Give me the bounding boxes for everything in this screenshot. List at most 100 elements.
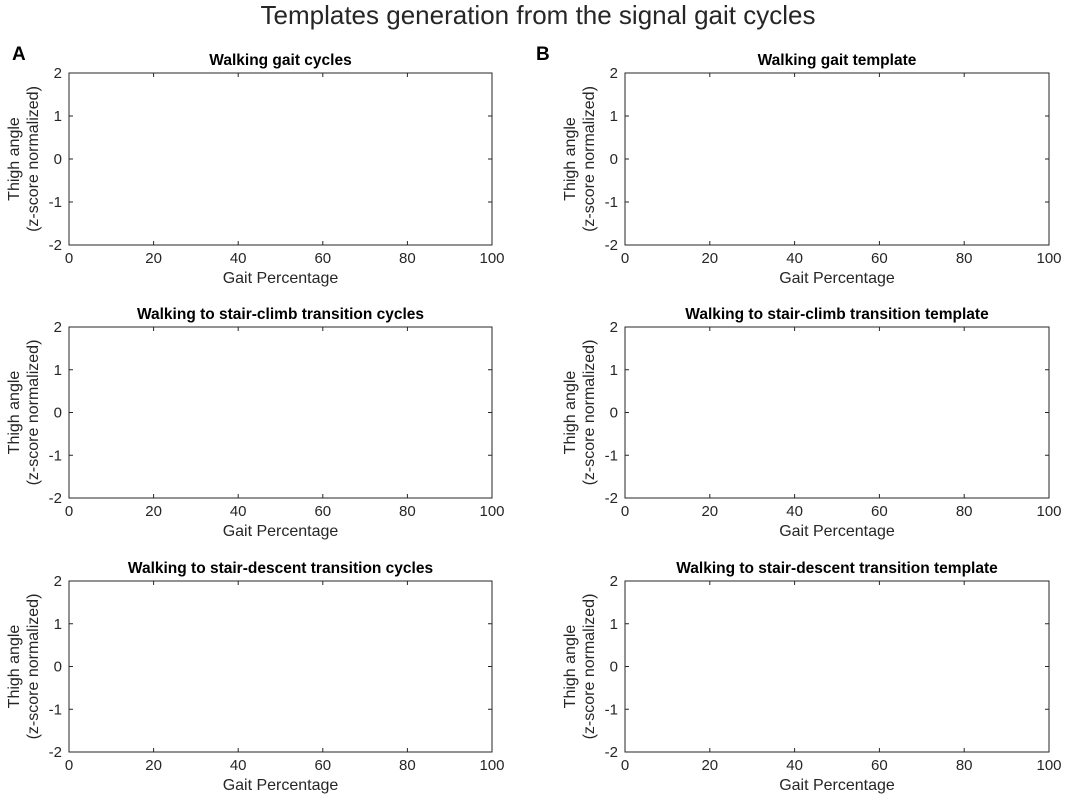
x-tick-label: 80 xyxy=(956,250,973,267)
x-tick-label: 40 xyxy=(230,503,247,520)
x-tick-label: 40 xyxy=(786,250,803,267)
y-tick-label: 0 xyxy=(54,151,62,168)
x-axis-label: Gait Percentage xyxy=(223,777,339,794)
x-tick-label: 100 xyxy=(479,250,504,267)
x-tick-label: 40 xyxy=(230,757,247,774)
axis-frame xyxy=(624,326,1050,499)
x-tick-label: 20 xyxy=(145,503,162,520)
y-tick-label: 1 xyxy=(54,362,62,379)
x-axis-label: Gait Percentage xyxy=(223,523,339,540)
y-tick-label: 2 xyxy=(610,573,618,590)
y-axis-label: (z-score normalized) xyxy=(581,594,598,740)
x-tick-label: 60 xyxy=(871,757,888,774)
x-tick-label: 60 xyxy=(314,757,331,774)
y-axis-label: (z-score normalized) xyxy=(581,340,598,486)
y-tick-label: -1 xyxy=(605,447,618,464)
x-tick-label: 40 xyxy=(230,250,247,267)
x-axis-label: Gait Percentage xyxy=(779,777,895,794)
y-tick-label: -2 xyxy=(49,237,62,254)
x-tick-label: 100 xyxy=(479,757,504,774)
x-tick-label: 100 xyxy=(1036,250,1061,267)
x-tick-label: 100 xyxy=(1036,757,1061,774)
x-tick-label: 80 xyxy=(399,250,416,267)
axes-title: Walking to stair-climb transition cycles xyxy=(137,306,424,323)
chart-climb-cycles: 0 20 40 60 80 100 -2 -1 0 1 2 Walking to stair-clim… xyxy=(6,306,505,540)
x-tick-label: 20 xyxy=(701,503,718,520)
axes-title: Walking to stair-descent transition cycl… xyxy=(128,560,433,577)
axis-frame xyxy=(68,72,493,246)
y-tick-label: -2 xyxy=(605,237,618,254)
chart-descent-template: 0 20 40 60 80 100 -2 -1 0 1 2 Walking to stair-desc… xyxy=(562,560,1062,794)
panel-letter-a: A xyxy=(12,44,26,65)
y-tick-label: 0 xyxy=(54,659,62,676)
chart-climb-template: 0 20 40 60 80 100 -2 -1 0 1 2 Walking to stair-clim… xyxy=(562,306,1062,540)
x-tick-label: 0 xyxy=(621,503,629,520)
x-tick-label: 40 xyxy=(786,757,803,774)
chart-walk-template: 0 20 40 60 80 100 -2 -1 0 1 2 Walking gait template… xyxy=(562,52,1062,287)
x-tick-label: 0 xyxy=(65,757,73,774)
panel-letter-b: B xyxy=(536,44,550,65)
y-tick-label: 1 xyxy=(610,616,618,633)
y-tick-label: 1 xyxy=(610,362,618,379)
y-tick-label: 1 xyxy=(54,108,62,125)
x-tick-label: 20 xyxy=(145,757,162,774)
x-tick-label: 80 xyxy=(956,503,973,520)
y-axis-label: (z-score normalized) xyxy=(581,86,598,232)
y-tick-label: 1 xyxy=(610,108,618,125)
figure-title: Templates generation from the signal gai… xyxy=(261,0,816,30)
x-tick-label: 60 xyxy=(314,250,331,267)
y-tick-label: -2 xyxy=(605,490,618,507)
y-tick-label: 0 xyxy=(54,405,62,422)
x-tick-label: 20 xyxy=(701,757,718,774)
chart-descent-cycles: 0 20 40 60 80 100 -2 -1 0 1 2 Walking to stair-desc… xyxy=(6,560,505,794)
y-axis-label: Thigh angle xyxy=(562,625,579,709)
x-tick-label: 20 xyxy=(701,250,718,267)
y-axis-label: Thigh angle xyxy=(562,117,579,201)
y-tick-label: -1 xyxy=(605,194,618,211)
axes-title: Walking gait cycles xyxy=(209,52,351,69)
y-tick-label: 2 xyxy=(610,319,618,336)
y-tick-label: -1 xyxy=(605,701,618,718)
x-tick-label: 80 xyxy=(399,757,416,774)
y-axis-label: Thigh angle xyxy=(562,371,579,455)
y-tick-label: -1 xyxy=(49,701,62,718)
y-tick-label: 0 xyxy=(610,405,618,422)
axis-frame xyxy=(68,326,493,499)
y-tick-label: 2 xyxy=(610,65,618,82)
y-tick-label: -1 xyxy=(49,447,62,464)
y-tick-label: 2 xyxy=(54,65,62,82)
y-axis-label: (z-score normalized) xyxy=(25,340,42,486)
x-tick-label: 100 xyxy=(479,503,504,520)
axis-frame xyxy=(624,580,1050,753)
x-tick-label: 100 xyxy=(1036,503,1061,520)
chart-walk-cycles: 0 20 40 60 80 100 -2 -1 0 1 2 Walking gait cycles Ga… xyxy=(6,52,505,287)
x-tick-label: 0 xyxy=(65,503,73,520)
x-tick-label: 40 xyxy=(786,503,803,520)
y-axis-label: (z-score normalized) xyxy=(25,86,42,232)
y-axis-label: Thigh angle xyxy=(6,625,23,709)
y-tick-label: 2 xyxy=(54,319,62,336)
y-tick-label: 1 xyxy=(54,616,62,633)
x-axis-label: Gait Percentage xyxy=(779,270,895,287)
axis-frame xyxy=(68,580,493,753)
axes-title: Walking to stair-climb transition templa… xyxy=(685,306,989,323)
y-axis-label: (z-score normalized) xyxy=(25,594,42,740)
x-tick-label: 0 xyxy=(65,250,73,267)
x-tick-label: 60 xyxy=(871,250,888,267)
y-tick-label: -1 xyxy=(49,194,62,211)
x-tick-label: 60 xyxy=(871,503,888,520)
axis-frame xyxy=(624,72,1050,246)
x-tick-label: 0 xyxy=(621,250,629,267)
axes-title: Walking gait template xyxy=(758,52,917,69)
x-axis-label: Gait Percentage xyxy=(779,523,895,540)
y-tick-label: 0 xyxy=(610,659,618,676)
x-tick-label: 20 xyxy=(145,250,162,267)
y-tick-label: 0 xyxy=(610,151,618,168)
y-tick-label: -2 xyxy=(605,744,618,761)
x-tick-label: 80 xyxy=(956,757,973,774)
y-tick-label: -2 xyxy=(49,490,62,507)
y-axis-label: Thigh angle xyxy=(6,371,23,455)
y-tick-label: 2 xyxy=(54,573,62,590)
